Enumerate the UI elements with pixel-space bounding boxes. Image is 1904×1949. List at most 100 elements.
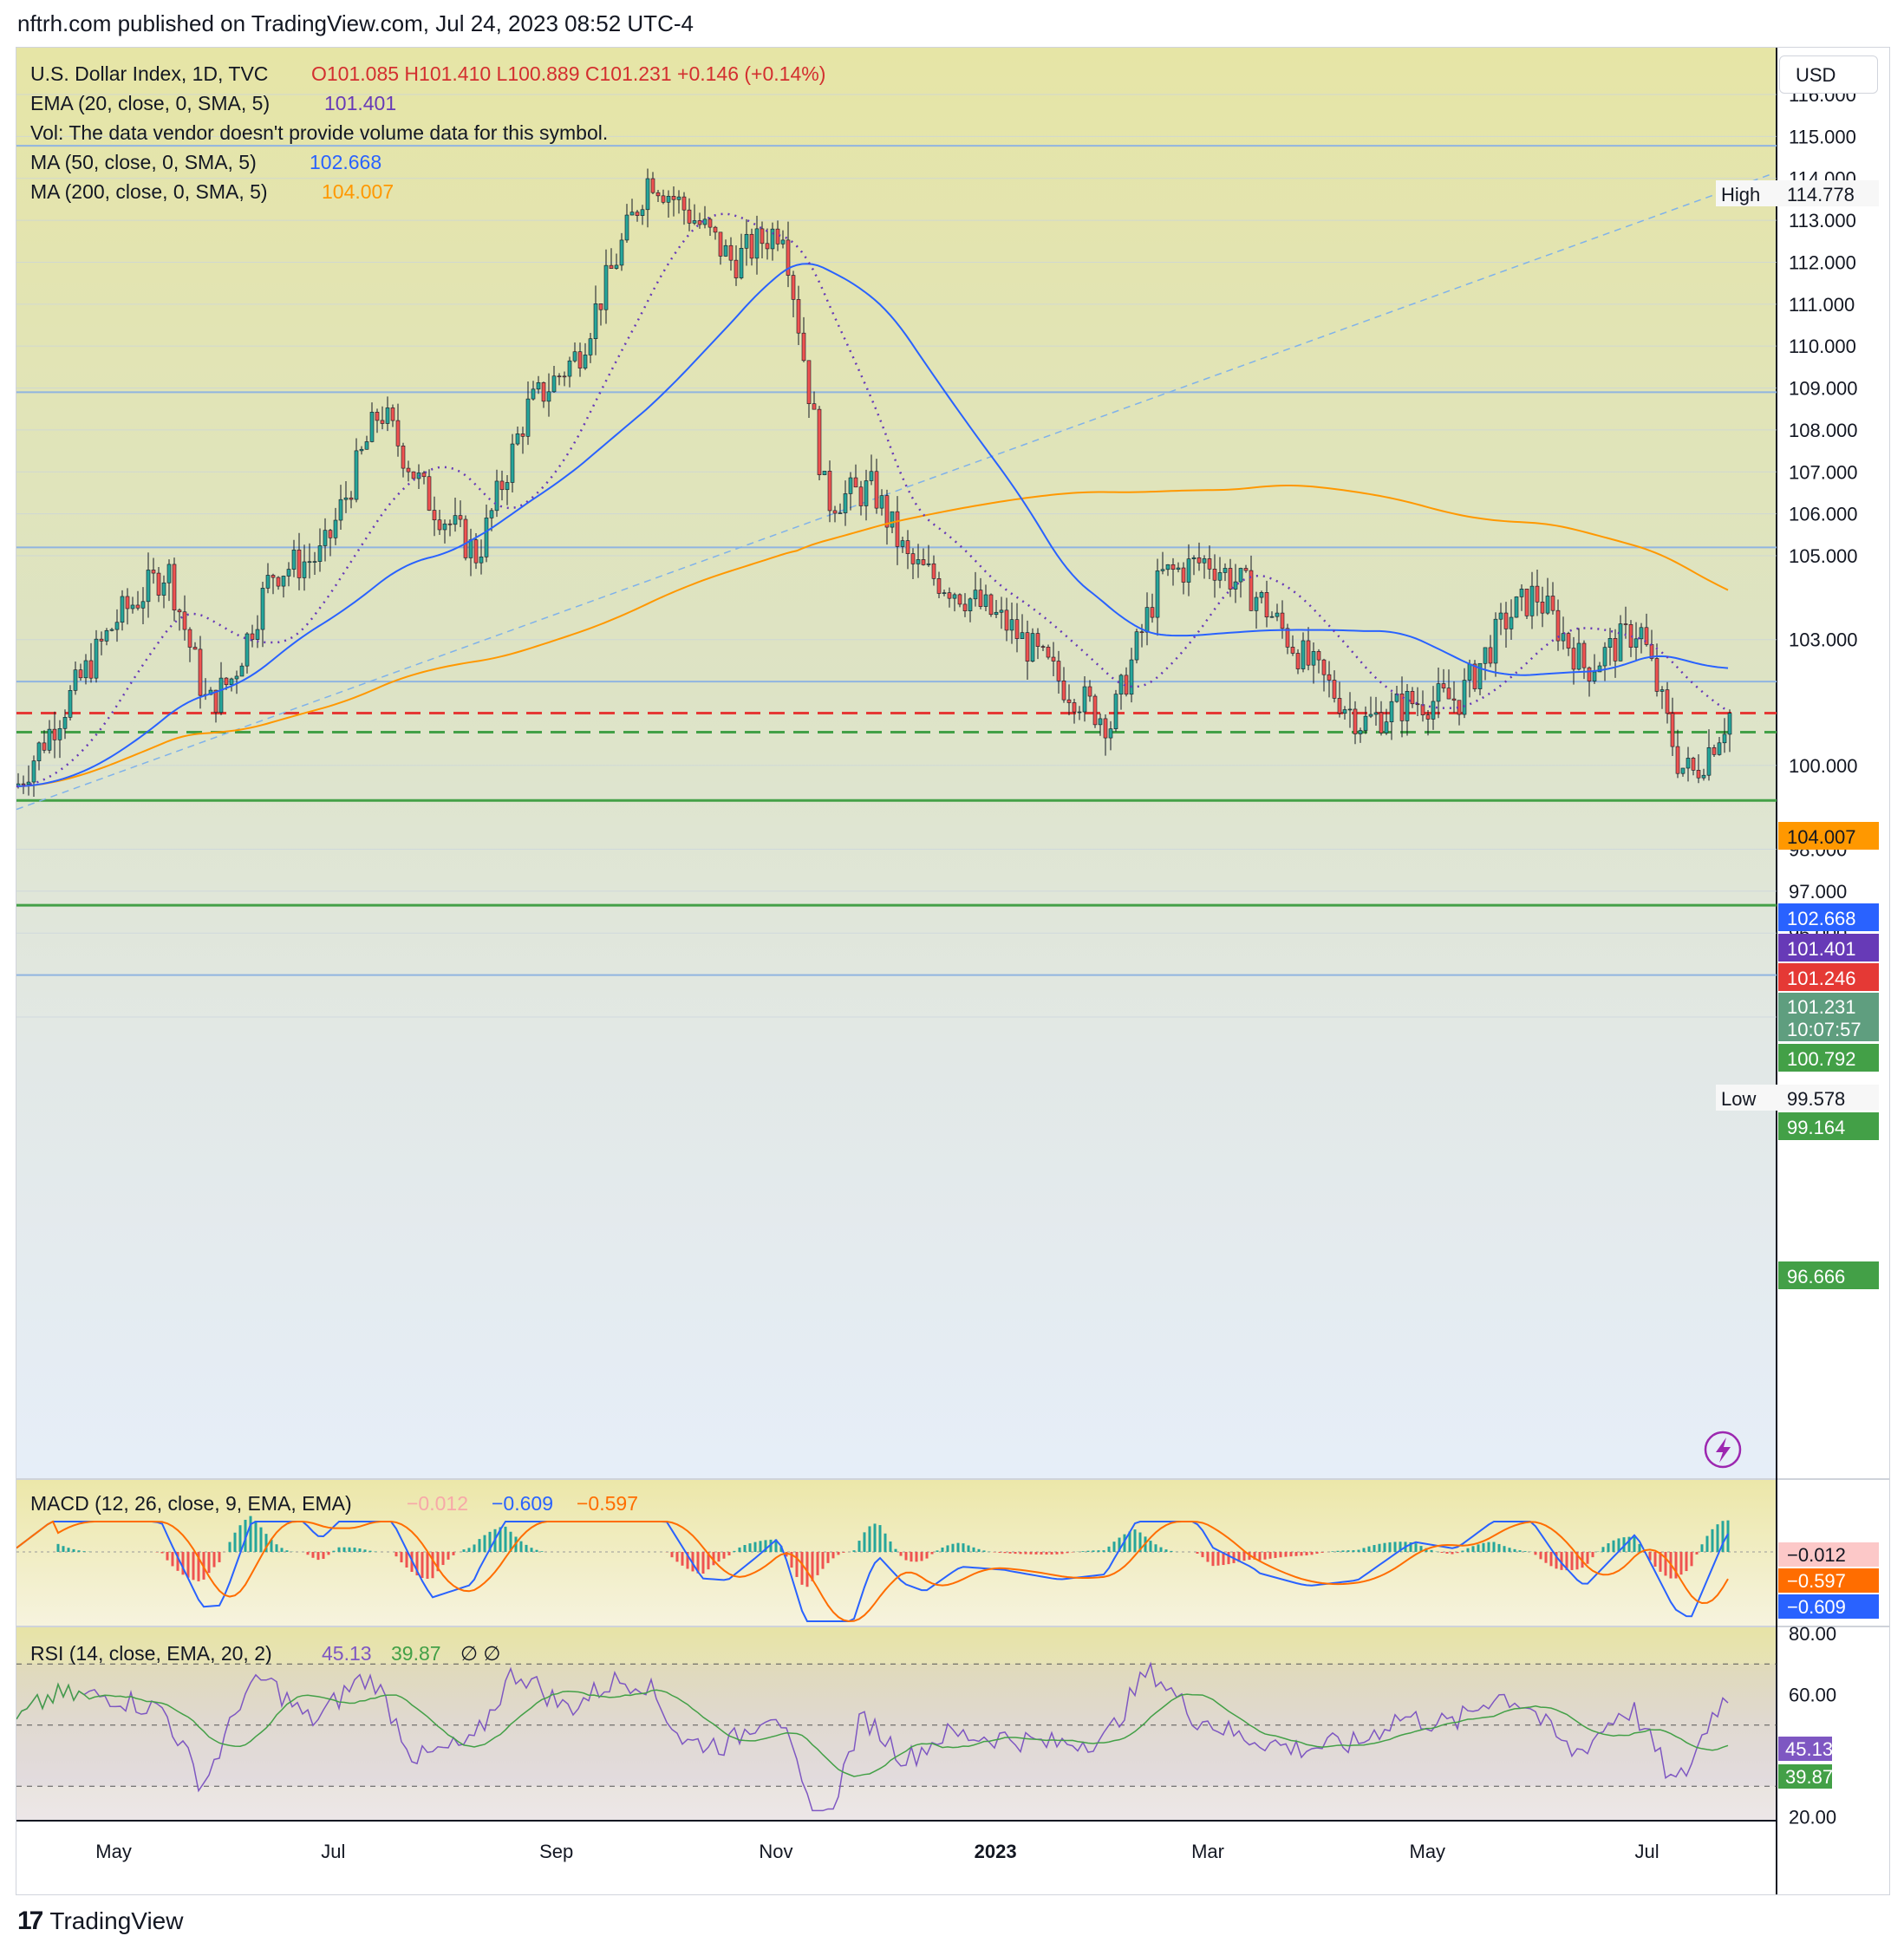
- candle-body: [910, 553, 916, 564]
- candle-body: [1139, 631, 1144, 634]
- candles: [16, 168, 1732, 798]
- candle-body: [1254, 596, 1259, 611]
- candle-body: [1353, 708, 1358, 734]
- candle-body: [931, 563, 936, 579]
- candle-body: [1186, 558, 1191, 583]
- chart-svg[interactable]: 116.000115.000114.000113.000112.000111.0…: [16, 48, 1889, 1894]
- candle-body: [1665, 689, 1670, 714]
- candle-body: [83, 660, 88, 679]
- candle-body: [531, 388, 536, 400]
- red-level-badge: [1778, 963, 1879, 991]
- candle-body: [1051, 656, 1056, 662]
- candle-body: [1545, 596, 1550, 614]
- main-legend: U.S. Dollar Index, 1D, TVC O101.085 H101…: [30, 62, 825, 203]
- candle-body: [775, 228, 780, 244]
- candle-body: [68, 690, 73, 718]
- candle-body: [1717, 742, 1722, 755]
- candle-body: [354, 450, 359, 500]
- rsi-pane: [16, 1661, 1777, 1812]
- candle-body: [551, 375, 557, 393]
- candle-body: [1701, 774, 1706, 779]
- rsi-ma-badge-text: 39.87: [1785, 1766, 1833, 1788]
- candle-body: [1389, 701, 1394, 722]
- candle-body: [1092, 695, 1098, 726]
- candle-body: [1358, 730, 1363, 734]
- candle-body: [510, 443, 515, 483]
- candle-body: [1399, 693, 1405, 721]
- candle-body: [822, 471, 827, 475]
- time-axis[interactable]: May Jul Sep Nov 2023 Mar May Jul: [95, 1841, 1659, 1862]
- ma50-badge-text: 102.668: [1787, 908, 1856, 929]
- candle-body: [484, 518, 489, 557]
- candle-body: [218, 677, 224, 713]
- macd-signal-badge: [1778, 1568, 1879, 1593]
- candle-body: [1706, 746, 1712, 776]
- candle-body: [614, 264, 619, 269]
- candle-body: [1659, 689, 1665, 692]
- candle-body: [1118, 675, 1124, 694]
- candle-body: [125, 596, 130, 609]
- candle-body: [864, 480, 869, 506]
- candle-body: [583, 355, 588, 368]
- candle-body: [1228, 568, 1233, 590]
- candle-body: [515, 433, 520, 445]
- candle-body: [1077, 711, 1082, 714]
- candle-body: [1337, 698, 1342, 714]
- candle-body: [734, 259, 739, 278]
- ma200-badge: [1778, 822, 1879, 850]
- candle-body: [671, 195, 676, 200]
- last-price-text: 101.231: [1787, 996, 1856, 1018]
- candle-body: [968, 598, 973, 611]
- moving-averages: [16, 212, 1729, 788]
- candle-body: [1633, 638, 1639, 648]
- macd-legend-label: MACD (12, 26, close, 9, EMA, EMA): [30, 1492, 352, 1515]
- candle-body: [1498, 612, 1503, 620]
- price-tick-label: 106.000: [1789, 504, 1858, 525]
- candle-body: [1488, 647, 1493, 664]
- candle-body: [1379, 712, 1384, 733]
- candle-body: [427, 476, 432, 511]
- candle-body: [942, 592, 947, 594]
- candle-body: [692, 220, 697, 224]
- rsi-legend: RSI (14, close, EMA, 20, 2) 45.13 39.87 …: [30, 1642, 500, 1665]
- candle-body: [957, 594, 962, 605]
- last-price-badge: [1778, 993, 1879, 1041]
- candle-body: [723, 244, 728, 257]
- candle-body: [135, 604, 140, 609]
- legend-symbol: U.S. Dollar Index, 1D, TVC: [30, 62, 268, 85]
- price-tick-label: 97.000: [1789, 881, 1847, 903]
- candle-body: [1144, 607, 1150, 633]
- candle-body: [973, 590, 978, 600]
- candle-body: [1363, 715, 1368, 731]
- candle-body: [1098, 718, 1103, 726]
- candle-body: [541, 381, 546, 402]
- candle-body: [1410, 691, 1415, 705]
- candle-body: [838, 512, 843, 514]
- legend-vol: Vol: The data vendor doesn't provide vol…: [30, 121, 608, 144]
- candle-body: [853, 477, 858, 488]
- candle-body: [567, 360, 572, 377]
- chart-container[interactable]: 116.000 115.000 114.000 113.000 112.000 111.0…: [16, 47, 1890, 1895]
- candle-body: [603, 264, 609, 310]
- candle-body: [1592, 671, 1597, 681]
- candle-body: [525, 398, 531, 437]
- candle-body: [130, 604, 135, 609]
- candle-body: [801, 332, 806, 362]
- candle-body: [879, 495, 884, 509]
- price-tick-label: 112.000: [1789, 251, 1856, 273]
- candle-body: [390, 407, 395, 421]
- candle-body: [156, 572, 161, 596]
- macd-legend-macd: −0.609: [492, 1492, 553, 1515]
- price-tick-label: 110.000: [1789, 336, 1856, 357]
- candle-body: [1451, 698, 1457, 701]
- candle-body: [1066, 699, 1072, 703]
- candle-body: [1301, 640, 1306, 669]
- tradingview-logo-icon[interactable]: 17: [17, 1907, 43, 1935]
- candle-body: [1275, 612, 1280, 617]
- support2-badge-text: 96.666: [1787, 1266, 1845, 1287]
- candle-body: [505, 482, 510, 491]
- price-tick-label: 111.000: [1789, 294, 1855, 316]
- lightning-icon[interactable]: [1704, 1431, 1742, 1469]
- currency-button[interactable]: USD: [1779, 55, 1878, 94]
- candle-body: [245, 633, 250, 667]
